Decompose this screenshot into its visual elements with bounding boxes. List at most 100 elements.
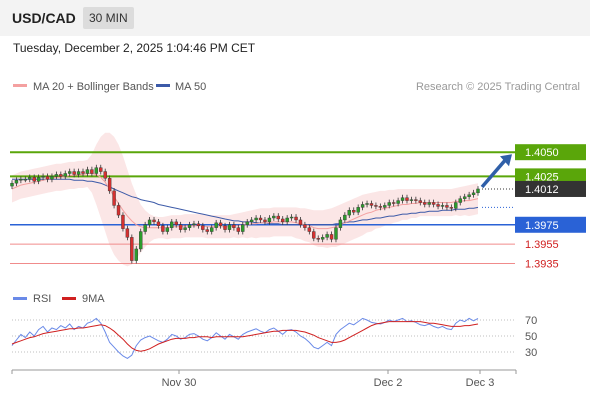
candle-body	[427, 202, 431, 205]
candle-body	[396, 200, 400, 204]
symbol-label: USD/CAD	[12, 10, 76, 26]
candle-body	[174, 221, 178, 225]
candle-body	[139, 231, 143, 250]
candle-body	[445, 205, 449, 208]
candle-body	[440, 205, 445, 207]
ma50-line	[12, 178, 479, 226]
candle-body	[187, 224, 192, 228]
candle-body	[241, 224, 245, 232]
level-label-1: 1.4025	[525, 171, 559, 183]
candle-body	[196, 223, 201, 226]
candle-body	[130, 237, 134, 261]
x-axis-label: Nov 30	[162, 377, 197, 389]
timeframe-button[interactable]: 30 MIN	[83, 7, 134, 29]
candle-body	[134, 248, 138, 261]
candle-body	[391, 202, 396, 204]
candle-body	[32, 177, 36, 182]
rsi-line	[11, 317, 479, 359]
candle-body	[467, 194, 471, 197]
candle-body	[272, 215, 276, 219]
candle-body	[378, 206, 383, 208]
candle-body	[121, 214, 125, 229]
timestamp: Tuesday, December 2, 2025 1:04:46 PM CET	[13, 41, 256, 55]
candle-body	[156, 221, 161, 226]
rsi-legend-label: RSI	[33, 293, 51, 305]
credit-label: Research © 2025 Trading Central	[416, 81, 580, 93]
candle-body	[347, 210, 351, 216]
candle-body	[201, 225, 205, 230]
candle-body	[45, 176, 50, 180]
candle-body	[76, 171, 81, 175]
candle-body	[59, 174, 63, 177]
candle-body	[365, 203, 369, 205]
candle-body	[462, 196, 467, 199]
candle-body	[449, 207, 454, 209]
candle-body	[143, 224, 147, 232]
candle-body	[210, 227, 214, 232]
candle-body	[147, 219, 152, 225]
candle-body	[436, 204, 440, 207]
candle-body	[276, 215, 280, 220]
candle-body	[192, 223, 196, 226]
candle-body	[54, 174, 59, 177]
candle-body	[423, 202, 427, 205]
header-bar: USD/CAD 30 MIN	[0, 0, 590, 36]
ma20-legend-label: MA 20 + Bollinger Bands	[33, 81, 154, 93]
forecast-arrow-head	[500, 154, 512, 167]
level-tag-0	[515, 144, 586, 161]
candle-body	[249, 219, 254, 223]
ma20-legend-swatch	[13, 84, 27, 87]
candle-body	[232, 224, 236, 228]
candle-body	[258, 217, 263, 221]
rsi-ma-legend-label: 9MA	[82, 293, 105, 305]
level-label-4: 1.3935	[525, 258, 559, 270]
candle-body	[99, 167, 103, 172]
candle-body	[36, 177, 41, 182]
ma50-legend-label: MA 50	[175, 81, 206, 93]
candle-body	[267, 217, 272, 223]
candle-body	[63, 173, 67, 177]
candle-body	[254, 217, 258, 221]
candle-body	[343, 214, 347, 221]
candle-body	[454, 202, 458, 209]
candle-body	[338, 219, 343, 228]
candle-body	[356, 207, 360, 213]
level-label-0: 1.4050	[525, 147, 559, 159]
current-price-label: 1.4012	[525, 184, 559, 196]
candle-body	[14, 180, 19, 184]
candle-body	[214, 222, 218, 228]
candle-body	[312, 231, 316, 239]
candle-body	[245, 221, 249, 225]
candle-body	[316, 238, 320, 240]
candle-body	[325, 234, 329, 238]
candle-body	[400, 197, 405, 201]
candle-body	[170, 221, 174, 228]
candle-body	[94, 167, 99, 174]
candle-body	[116, 205, 121, 216]
rsi-level-label-2: 30	[525, 347, 537, 359]
candle-body	[19, 179, 23, 181]
candle-body	[28, 177, 32, 180]
level-label-2: 1.3975	[525, 220, 559, 232]
candle-body	[236, 227, 241, 232]
rsi-level-label-0: 70	[525, 315, 537, 327]
candle-body	[418, 200, 423, 203]
candle-body	[178, 224, 183, 230]
candle-body	[289, 216, 294, 219]
current-price-tag	[515, 180, 586, 197]
x-axis-label: Dec 2	[374, 377, 403, 389]
candle-body	[409, 199, 414, 201]
candle-body	[383, 205, 387, 208]
candle-body	[387, 202, 391, 206]
candle-body	[294, 216, 298, 221]
candle-body	[165, 227, 170, 232]
candle-body	[334, 227, 338, 240]
candle-body	[10, 182, 14, 187]
candle-body	[81, 171, 85, 174]
candle-body	[281, 218, 285, 223]
candle-body	[414, 199, 418, 201]
candle-body	[320, 237, 325, 240]
candle-body	[125, 228, 130, 238]
rsi-ma-legend-swatch	[62, 297, 76, 300]
